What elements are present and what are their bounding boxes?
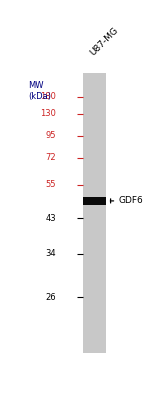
Text: 43: 43 [45, 214, 56, 223]
Bar [83, 74, 106, 354]
Bar [83, 197, 106, 205]
Text: 95: 95 [45, 131, 56, 140]
Text: 55: 55 [45, 180, 56, 189]
Text: 72: 72 [45, 154, 56, 162]
Text: 130: 130 [40, 109, 56, 118]
Text: 180: 180 [40, 92, 56, 101]
Text: 34: 34 [45, 249, 56, 258]
Text: GDF6: GDF6 [119, 196, 143, 205]
Text: U87-MG: U87-MG [88, 26, 120, 58]
Text: MW
(kDa): MW (kDa) [28, 81, 51, 101]
Text: 26: 26 [45, 293, 56, 302]
